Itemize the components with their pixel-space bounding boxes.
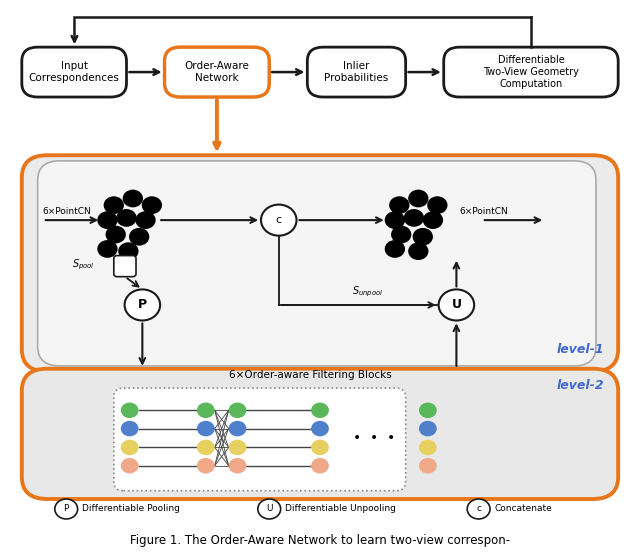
Text: P: P [63, 505, 69, 514]
Circle shape [413, 228, 433, 246]
Text: level-1: level-1 [556, 343, 604, 356]
Circle shape [419, 403, 436, 418]
Text: U: U [266, 505, 273, 514]
Circle shape [385, 211, 405, 229]
Circle shape [419, 421, 436, 436]
Circle shape [391, 226, 412, 244]
Text: c: c [276, 215, 282, 225]
Circle shape [311, 458, 329, 474]
Circle shape [419, 458, 436, 474]
Circle shape [438, 290, 474, 320]
Text: $S_{pool}$: $S_{pool}$ [72, 257, 95, 272]
Circle shape [261, 204, 296, 236]
Text: P: P [138, 298, 147, 311]
Text: •  •  •: • • • [353, 431, 395, 445]
Text: 6×Order-aware Filtering Blocks: 6×Order-aware Filtering Blocks [229, 370, 392, 380]
Circle shape [97, 211, 118, 229]
Circle shape [125, 290, 160, 320]
Circle shape [197, 421, 214, 436]
Circle shape [404, 209, 424, 227]
Circle shape [116, 209, 137, 227]
Circle shape [121, 458, 138, 474]
Circle shape [419, 440, 436, 455]
FancyBboxPatch shape [22, 155, 618, 371]
FancyBboxPatch shape [38, 161, 596, 366]
Circle shape [123, 190, 143, 207]
Circle shape [423, 211, 443, 229]
FancyBboxPatch shape [114, 388, 406, 491]
Circle shape [258, 499, 281, 519]
Circle shape [121, 403, 138, 418]
Circle shape [389, 196, 410, 214]
Circle shape [311, 403, 329, 418]
Circle shape [408, 242, 429, 260]
Text: 6×PointCN: 6×PointCN [43, 207, 92, 216]
Text: c: c [476, 505, 481, 514]
Text: Concatenate: Concatenate [495, 505, 552, 514]
Circle shape [408, 190, 429, 207]
Circle shape [228, 403, 246, 418]
Circle shape [97, 240, 118, 258]
Circle shape [55, 499, 77, 519]
Text: 6×PointCN: 6×PointCN [460, 207, 508, 216]
Circle shape [106, 226, 126, 244]
Circle shape [228, 421, 246, 436]
FancyBboxPatch shape [114, 255, 136, 277]
FancyBboxPatch shape [307, 47, 406, 97]
FancyBboxPatch shape [22, 47, 127, 97]
Circle shape [311, 421, 329, 436]
Text: Differentiable Pooling: Differentiable Pooling [82, 505, 180, 514]
Text: Order-Aware
Network: Order-Aware Network [184, 61, 250, 83]
Text: Differentiable Unpooling: Differentiable Unpooling [285, 505, 396, 514]
FancyBboxPatch shape [22, 368, 618, 499]
FancyBboxPatch shape [444, 47, 618, 97]
Text: Inlier
Probabilities: Inlier Probabilities [324, 61, 388, 83]
Circle shape [118, 242, 138, 260]
Text: Differentiable
Two-View Geometry
Computation: Differentiable Two-View Geometry Computa… [483, 55, 579, 88]
Text: U: U [451, 298, 461, 311]
Text: level-2: level-2 [556, 379, 604, 392]
Text: $S_{unpool}$: $S_{unpool}$ [352, 285, 383, 300]
FancyBboxPatch shape [164, 47, 269, 97]
Circle shape [428, 196, 447, 214]
Text: Figure 1. The Order-Aware Network to learn two-view correspon-: Figure 1. The Order-Aware Network to lea… [130, 534, 510, 547]
Circle shape [121, 440, 138, 455]
Circle shape [467, 499, 490, 519]
Circle shape [129, 228, 149, 246]
Circle shape [197, 403, 214, 418]
Circle shape [311, 440, 329, 455]
Circle shape [228, 458, 246, 474]
Circle shape [121, 421, 138, 436]
Circle shape [136, 211, 156, 229]
Circle shape [104, 196, 124, 214]
Circle shape [141, 196, 162, 214]
Circle shape [197, 440, 214, 455]
Circle shape [385, 240, 405, 258]
Circle shape [197, 458, 214, 474]
Text: Input
Correspondences: Input Correspondences [29, 61, 120, 83]
Circle shape [228, 440, 246, 455]
